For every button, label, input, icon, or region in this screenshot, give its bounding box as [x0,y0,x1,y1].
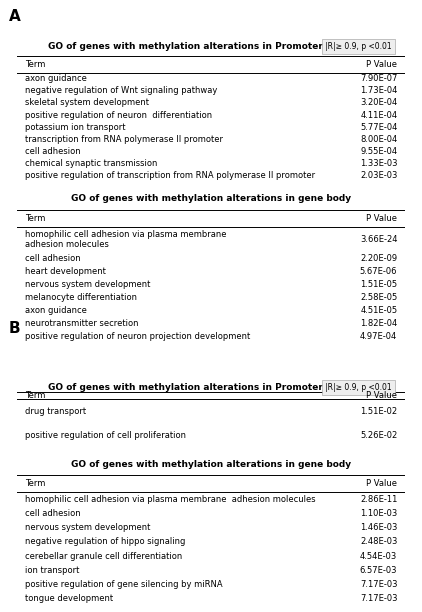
Text: homophilic cell adhesion via plasma membrane  adhesion molecules: homophilic cell adhesion via plasma memb… [24,494,315,504]
Text: 2.86E-11: 2.86E-11 [360,494,398,504]
Text: 5.67E-06: 5.67E-06 [360,267,398,276]
Text: 7.17E-03: 7.17E-03 [360,580,398,589]
Text: P Value: P Value [366,214,398,223]
Text: melanocyte differentiation: melanocyte differentiation [24,293,137,302]
Text: axon guidance: axon guidance [24,74,87,83]
Text: axon guidance: axon guidance [24,306,87,315]
Text: Term: Term [24,479,45,488]
Text: 1.73E-04: 1.73E-04 [360,86,398,95]
Text: cell adhesion: cell adhesion [24,509,80,518]
Text: 3.20E-04: 3.20E-04 [360,99,398,107]
Text: negative regulation of hippo signaling: negative regulation of hippo signaling [24,537,185,547]
Text: 5.26E-02: 5.26E-02 [360,431,398,440]
Text: cell adhesion: cell adhesion [24,255,80,263]
Text: heart development: heart development [24,267,106,276]
Text: 2.48E-03: 2.48E-03 [360,537,398,547]
Text: positive regulation of neuron  differentiation: positive regulation of neuron differenti… [24,111,212,119]
Text: GO of genes with methylation alterations in gene body: GO of genes with methylation alterations… [71,194,351,203]
Text: ion transport: ion transport [24,566,79,575]
Text: positive regulation of transcription from RNA polymerase II promoter: positive regulation of transcription fro… [24,171,315,180]
Text: B: B [8,321,20,337]
Text: 4.97E-04: 4.97E-04 [360,332,398,341]
Text: tongue development: tongue development [24,594,113,603]
Text: 2.20E-09: 2.20E-09 [360,255,398,263]
Text: skeletal system development: skeletal system development [24,99,149,107]
Text: Term: Term [24,214,45,223]
Text: |R|≥ 0.9, p <0.01: |R|≥ 0.9, p <0.01 [325,42,392,51]
Text: negative regulation of Wnt signaling pathway: negative regulation of Wnt signaling pat… [24,86,217,95]
Text: Term: Term [24,60,45,69]
Text: positive regulation of neuron projection development: positive regulation of neuron projection… [24,332,250,341]
Text: positive regulation of gene silencing by miRNA: positive regulation of gene silencing by… [24,580,222,589]
Text: 2.03E-03: 2.03E-03 [360,171,398,180]
Text: P Value: P Value [366,391,398,400]
Text: P Value: P Value [366,60,398,69]
Text: 8.00E-04: 8.00E-04 [360,135,398,144]
Text: 7.90E-07: 7.90E-07 [360,74,398,83]
Text: 4.11E-04: 4.11E-04 [360,111,398,119]
Text: 2.58E-05: 2.58E-05 [360,293,398,302]
Text: potassium ion transport: potassium ion transport [24,122,125,132]
Text: 1.51E-05: 1.51E-05 [360,280,398,289]
Text: 1.82E-04: 1.82E-04 [360,319,398,328]
Text: GO of genes with methylation alterations in Promoters: GO of genes with methylation alterations… [48,382,328,392]
Text: GO of genes with methylation alterations in Promoters: GO of genes with methylation alterations… [48,42,328,51]
Text: 1.10E-03: 1.10E-03 [360,509,398,518]
Text: 9.55E-04: 9.55E-04 [360,147,398,156]
Text: positive regulation of cell proliferation: positive regulation of cell proliferatio… [24,431,186,440]
Text: P Value: P Value [366,479,398,488]
Text: 1.46E-03: 1.46E-03 [360,523,398,532]
Text: cerebellar granule cell differentiation: cerebellar granule cell differentiation [24,551,182,561]
Text: drug transport: drug transport [24,406,86,416]
Text: nervous system development: nervous system development [24,280,150,289]
Text: A: A [8,9,20,24]
Text: GO of genes with methylation alterations in gene body: GO of genes with methylation alterations… [71,460,351,469]
Text: 5.77E-04: 5.77E-04 [360,122,398,132]
Text: Term: Term [24,391,45,400]
Text: homophilic cell adhesion via plasma membrane
adhesion molecules: homophilic cell adhesion via plasma memb… [24,230,226,249]
Text: |R|≥ 0.9, p <0.01: |R|≥ 0.9, p <0.01 [325,382,392,392]
Text: 4.54E-03: 4.54E-03 [360,551,398,561]
Text: 4.51E-05: 4.51E-05 [360,306,398,315]
Text: nervous system development: nervous system development [24,523,150,532]
Text: 6.57E-03: 6.57E-03 [360,566,398,575]
Text: 7.17E-03: 7.17E-03 [360,594,398,603]
Text: 3.66E-24: 3.66E-24 [360,235,398,244]
Text: 1.51E-02: 1.51E-02 [360,406,398,416]
Text: transcription from RNA polymerase II promoter: transcription from RNA polymerase II pro… [24,135,223,144]
Text: neurotransmitter secretion: neurotransmitter secretion [24,319,138,328]
Text: chemical synaptic transmission: chemical synaptic transmission [24,159,157,168]
Text: cell adhesion: cell adhesion [24,147,80,156]
Text: 1.33E-03: 1.33E-03 [360,159,398,168]
